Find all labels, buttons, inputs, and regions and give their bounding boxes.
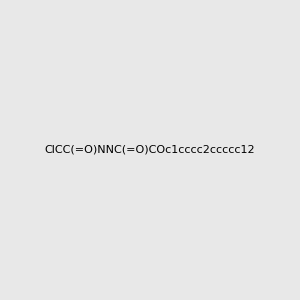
- Text: ClCC(=O)NNC(=O)COc1cccc2ccccc12: ClCC(=O)NNC(=O)COc1cccc2ccccc12: [45, 145, 255, 155]
